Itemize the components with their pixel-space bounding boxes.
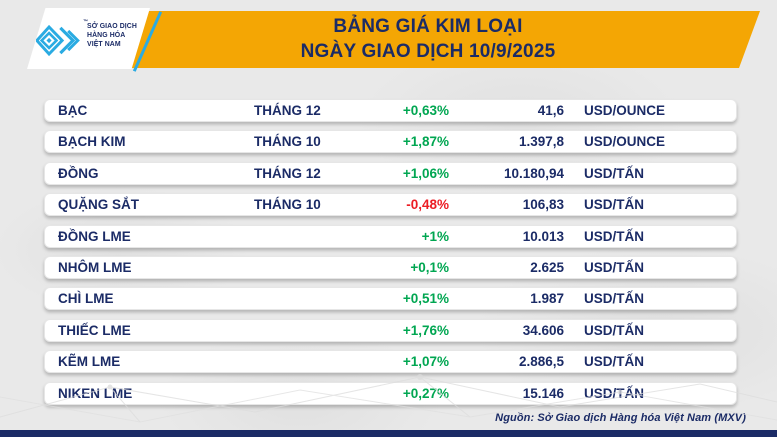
row-unit: USD/TẤN xyxy=(584,385,644,401)
source-note: Nguồn: Sở Giao dịch Hàng hóa Việt Nam (M… xyxy=(495,412,746,424)
row-price: 15.146 xyxy=(522,385,564,401)
mxv-logo: ™ SỞ GIAO DỊCH HÀNG HÓA VIỆT NAM xyxy=(27,8,150,69)
row-contract-month: THÁNG 10 xyxy=(254,197,321,213)
row-percent-change: +1,06% xyxy=(402,165,449,181)
page-title: BẢNG GIÁ KIM LOẠI xyxy=(333,16,523,37)
row-unit: USD/TẤN xyxy=(584,259,644,275)
row-percent-change: +1,87% xyxy=(402,134,449,150)
row-price: 1.987 xyxy=(530,291,564,307)
table-row: BẠC THÁNG 12 +0,63% 41,6 USD/OUNCE xyxy=(44,99,737,122)
trademark-symbol: ™ xyxy=(83,19,88,25)
row-price: 1.397,8 xyxy=(518,134,564,150)
table-row: KẼM LME +1,07% 2.886,5 USD/TẤN xyxy=(44,350,737,374)
page-subtitle: NGÀY GIAO DỊCH 10/9/2025 xyxy=(300,41,556,63)
row-commodity-name: NIKEN LME xyxy=(58,385,133,401)
row-commodity-name: QUẶNG SẮT xyxy=(58,197,139,213)
logo-org-name: SỞ GIAO DỊCH HÀNG HÓA VIỆT NAM xyxy=(87,22,137,49)
row-commodity-name: NHÔM LME xyxy=(58,259,132,275)
logo-org-line2: HÀNG HÓA xyxy=(87,32,126,40)
row-percent-change: +0,1% xyxy=(410,259,449,275)
row-commodity-name: THIẾC LME xyxy=(58,322,131,338)
page-title-block: BẢNG GIÁ KIM LOẠI NGÀY GIAO DỊCH 10/9/20… xyxy=(100,14,756,65)
logo-org-line3: VIỆT NAM xyxy=(87,41,121,49)
row-percent-change: +1,76% xyxy=(402,322,449,338)
table-row: QUẶNG SẮT THÁNG 10 -0,48% 106,83 USD/TẤN xyxy=(44,193,737,217)
row-commodity-name: ĐỒNG xyxy=(58,165,99,181)
table-row: BẠCH KIM THÁNG 10 +1,87% 1.397,8 USD/OUN… xyxy=(44,130,737,154)
row-price: 41,6 xyxy=(537,103,564,118)
row-price: 2.625 xyxy=(530,259,564,275)
row-percent-change: +0,27% xyxy=(402,385,449,401)
bottom-accent-bar xyxy=(0,430,777,437)
row-contract-month: THÁNG 12 xyxy=(254,103,321,118)
row-percent-change: +1,07% xyxy=(402,354,449,370)
row-price: 10.013 xyxy=(522,228,564,244)
row-contract-month: THÁNG 10 xyxy=(254,134,321,150)
row-unit: USD/TẤN xyxy=(584,354,644,370)
row-unit: USD/OUNCE xyxy=(584,134,666,150)
row-unit: USD/TẤN xyxy=(584,197,644,213)
row-percent-change: -0,48% xyxy=(406,197,449,213)
table-row: ĐỒNG THÁNG 12 +1,06% 10.180,94 USD/TẤN xyxy=(44,161,737,185)
row-contract-month: THÁNG 12 xyxy=(254,165,321,181)
row-unit: USD/OUNCE xyxy=(584,103,666,118)
row-unit: USD/TẤN xyxy=(584,322,644,338)
row-unit: USD/TẤN xyxy=(584,291,644,307)
row-percent-change: +1% xyxy=(421,228,449,244)
table-row: THIẾC LME +1,76% 34.606 USD/TẤN xyxy=(44,318,737,342)
row-price: 2.886,5 xyxy=(518,354,564,370)
row-commodity-name: KẼM LME xyxy=(58,354,121,370)
row-commodity-name: ĐỒNG LME xyxy=(58,228,131,244)
row-price: 34.606 xyxy=(522,322,564,338)
row-commodity-name: CHÌ LME xyxy=(58,291,114,307)
mxv-logo-mark-icon xyxy=(36,24,80,57)
row-price: 10.180,94 xyxy=(503,165,564,181)
row-percent-change: +0,51% xyxy=(402,291,449,307)
row-unit: USD/TẤN xyxy=(584,165,644,181)
row-price: 106,83 xyxy=(522,197,564,213)
logo-org-line1: SỞ GIAO DỊCH xyxy=(87,23,137,30)
table-row: NIKEN LME +0,27% 15.146 USD/TẤN xyxy=(44,381,737,405)
table-row: ĐỒNG LME +1% 10.013 USD/TẤN xyxy=(44,224,737,248)
price-table: BẠC THÁNG 12 +0,63% 41,6 USD/OUNCE BẠCH … xyxy=(44,99,737,413)
row-commodity-name: BẠC xyxy=(58,103,88,118)
row-percent-change: +0,63% xyxy=(402,103,449,118)
title-banner xyxy=(100,11,760,68)
table-row: NHÔM LME +0,1% 2.625 USD/TẤN xyxy=(44,255,737,279)
row-unit: USD/TẤN xyxy=(584,228,644,244)
table-row: CHÌ LME +0,51% 1.987 USD/TẤN xyxy=(44,287,737,311)
row-commodity-name: BẠCH KIM xyxy=(58,134,126,150)
